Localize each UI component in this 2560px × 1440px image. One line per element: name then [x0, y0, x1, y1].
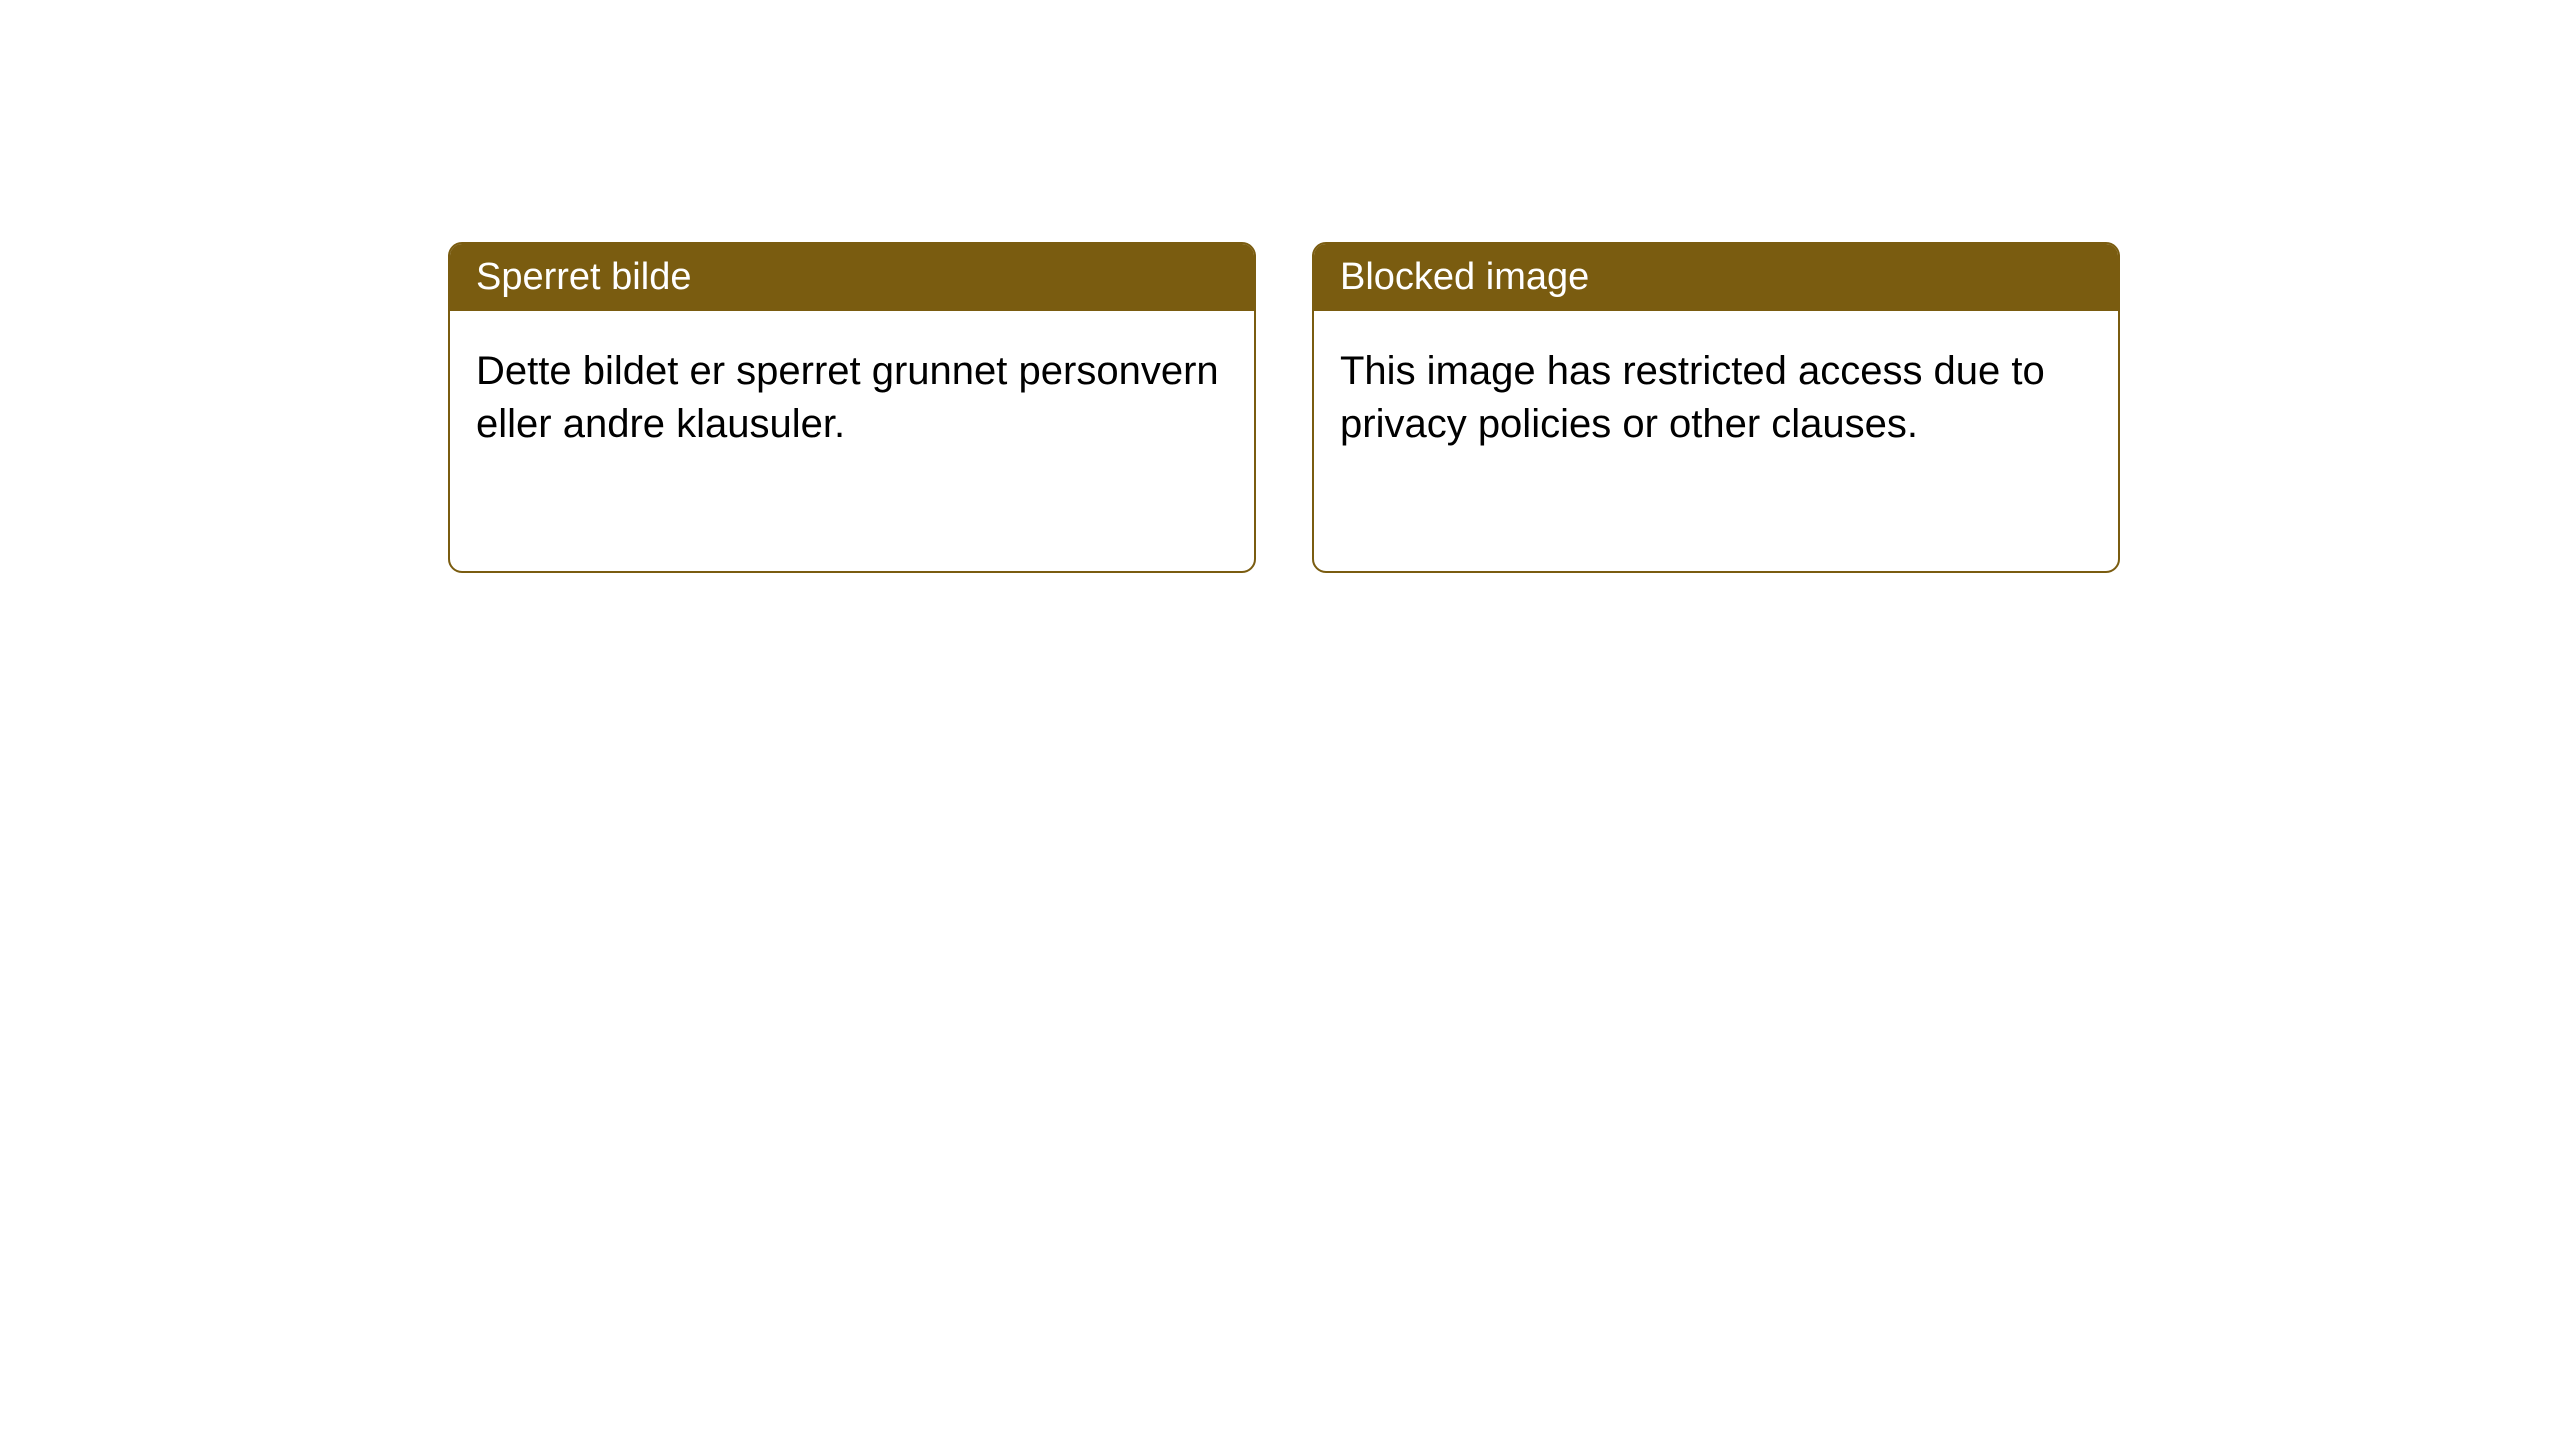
notice-card-english: Blocked image This image has restricted … [1312, 242, 2120, 573]
notice-body-norwegian: Dette bildet er sperret grunnet personve… [450, 311, 1254, 571]
notice-body-english: This image has restricted access due to … [1314, 311, 2118, 571]
notice-title-norwegian: Sperret bilde [450, 244, 1254, 311]
notice-container: Sperret bilde Dette bildet er sperret gr… [448, 242, 2120, 573]
notice-card-norwegian: Sperret bilde Dette bildet er sperret gr… [448, 242, 1256, 573]
notice-title-english: Blocked image [1314, 244, 2118, 311]
